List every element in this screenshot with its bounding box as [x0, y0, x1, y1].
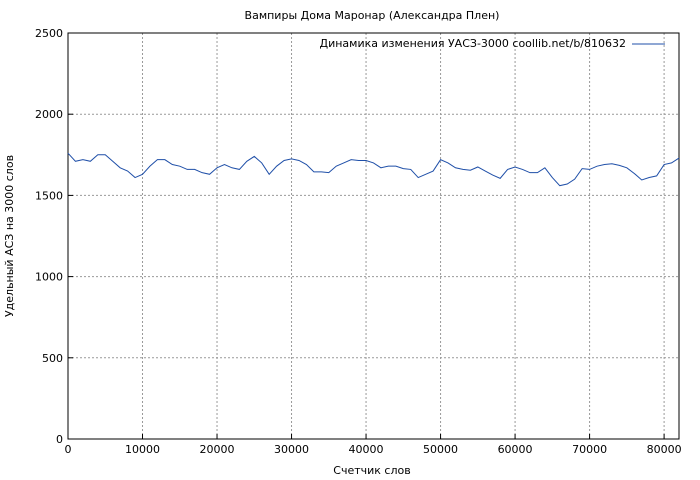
axes: [67, 32, 680, 440]
x-tick-label: 30000: [274, 443, 309, 456]
grid: [68, 32, 679, 439]
series-layer: [67, 152, 680, 187]
legend: Динамика изменения УАСЗ-3000 coollib.net…: [320, 37, 665, 50]
x-tick-label: 0: [65, 443, 72, 456]
plot-frame: [67, 32, 680, 440]
chart-title: Вампиры Дома Маронар (Александра Плен): [245, 9, 500, 22]
x-axis-label: Счетчик слов: [333, 464, 410, 477]
y-tick-label: 2000: [35, 108, 63, 121]
y-tick-label: 2500: [35, 27, 63, 40]
y-tick-label: 500: [42, 352, 63, 365]
y-axis-label: Удельный АСЗ на 3000 слов: [3, 155, 16, 317]
tick-labels: 0 10000 20000 30000 40000 50000 60000 70000 8000…: [35, 27, 682, 456]
x-tick-label: 60000: [498, 443, 533, 456]
y-tick-label: 0: [56, 433, 63, 446]
x-tick-label: 80000: [647, 443, 682, 456]
series-line: [67, 152, 680, 187]
x-tick-label: 40000: [349, 443, 384, 456]
y-tick-label: 1000: [35, 271, 63, 284]
x-tick-label: 50000: [423, 443, 458, 456]
legend-label: Динамика изменения УАСЗ-3000 coollib.net…: [320, 37, 627, 50]
y-tick-label: 1500: [35, 189, 63, 202]
x-tick-label: 20000: [200, 443, 235, 456]
x-tick-label: 10000: [125, 443, 160, 456]
x-tick-label: 70000: [572, 443, 607, 456]
